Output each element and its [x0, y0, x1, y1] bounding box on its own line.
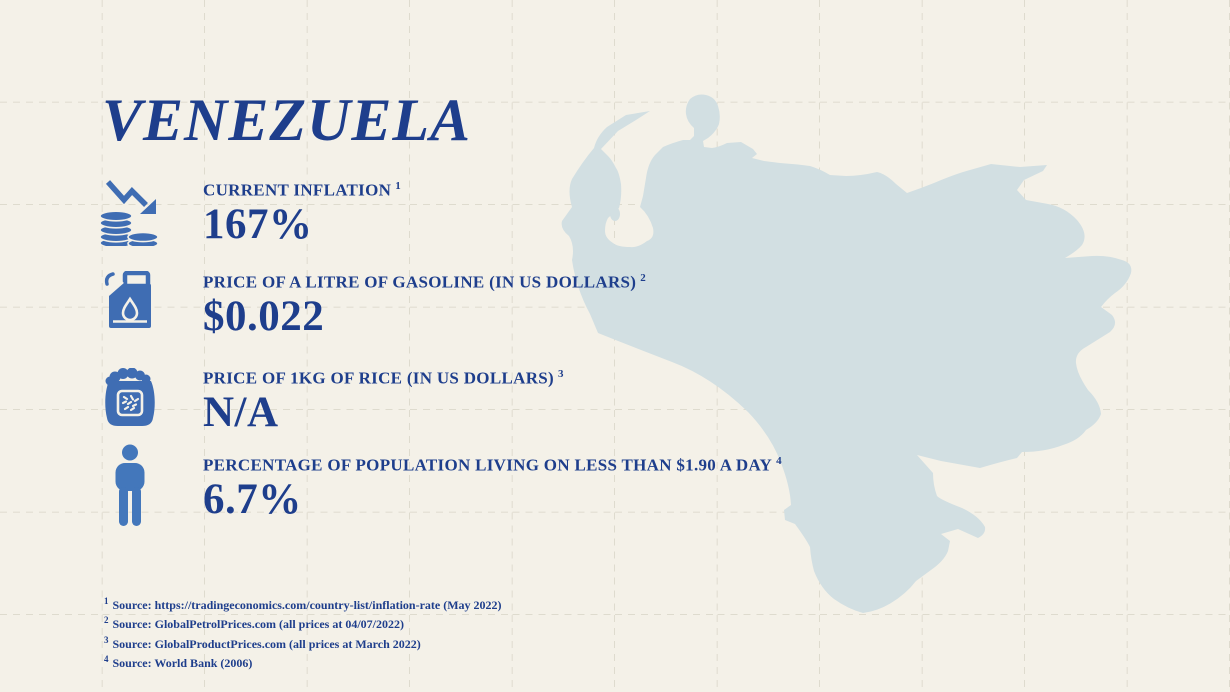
person-icon	[97, 444, 163, 528]
footnotes-block: 1 Source: https://tradingeconomics.com/co…	[104, 594, 502, 672]
stat-section-inflation: CURRENT INFLATION 1 167%	[97, 176, 401, 247]
country-title: VENEZUELA	[102, 87, 472, 153]
rice-bag-icon	[97, 368, 163, 430]
footnote-ref: 1	[104, 596, 109, 606]
venezuela-map	[561, 94, 1132, 613]
footnote-line: 3 Source: GlobalProductPrices.com (all pr…	[104, 633, 502, 652]
stat-label: CURRENT INFLATION	[203, 180, 392, 200]
footnote-text: Source: https://tradingeconomics.com/cou…	[112, 598, 502, 612]
footnote-text: Source: World Bank (2006)	[112, 656, 253, 671]
footnote-ref: 3	[104, 634, 109, 645]
stat-section-gasoline: PRICE OF A LITRE OF GASOLINE (IN US DOLL…	[97, 268, 646, 339]
gasoline-can-icon	[97, 271, 163, 333]
footnote-text: Source: GlobalProductPrices.com (all pri…	[112, 636, 421, 651]
footnote-ref: 4	[104, 654, 109, 665]
footnote-line: 1 Source: https://tradingeconomics.com/co…	[104, 594, 502, 613]
stat-value: 167%	[203, 200, 313, 248]
stat-value: 6.7%	[203, 475, 302, 523]
stat-value: $0.022	[203, 292, 325, 340]
stat-value: N/A	[203, 388, 279, 436]
footnote-ref: 1	[395, 180, 402, 192]
lake-island	[610, 207, 620, 221]
footnote-line: 2 Source: GlobalPetrolPrices.com (all pri…	[104, 613, 502, 632]
stat-label: PRICE OF 1KG OF RICE (IN US DOLLARS)	[203, 368, 554, 388]
footnote-ref: 4	[776, 455, 782, 467]
stat-label: PERCENTAGE OF POPULATION LIVING ON LESS …	[203, 455, 773, 475]
footnote-ref: 3	[557, 368, 564, 380]
stat-section-rice: PRICE OF 1KG OF RICE (IN US DOLLARS) 3 N/…	[97, 364, 564, 435]
footnote-ref: 2	[104, 615, 109, 626]
stat-label: PRICE OF A LITRE OF GASOLINE (IN US DOLL…	[203, 272, 637, 292]
footnote-text: Source: GlobalPetrolPrices.com (all pric…	[112, 617, 405, 632]
footnote-ref: 2	[640, 272, 647, 284]
stat-section-population: PERCENTAGE OF POPULATION LIVING ON LESS …	[97, 444, 782, 528]
footnote-line: 4 Source: World Bank (2006)	[104, 652, 502, 671]
coins-decline-icon	[97, 178, 163, 246]
